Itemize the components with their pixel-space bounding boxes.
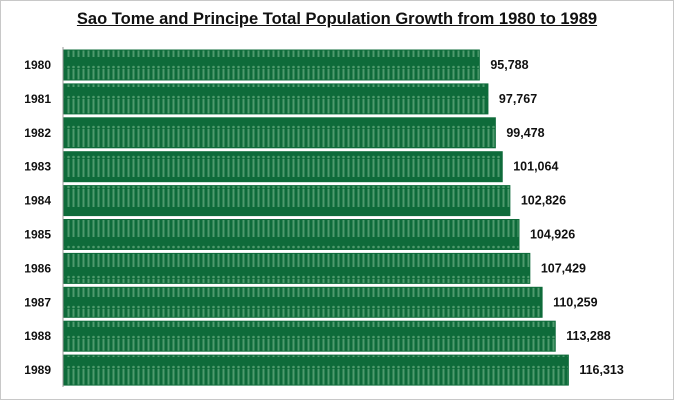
y-tick-label: 1988 [24,329,51,343]
bar-1988 [63,320,556,352]
data-label: 110,259 [553,295,598,309]
y-tick-label: 1987 [24,295,51,309]
bar-1987 [63,286,543,318]
data-label: 97,767 [499,92,537,106]
y-tick-label: 1980 [24,58,51,72]
bar-1983 [63,151,503,183]
y-tick-label: 1989 [24,363,51,377]
bar-1982 [63,117,496,149]
data-label: 95,788 [490,58,528,72]
data-label: 113,288 [566,329,611,343]
data-label: 102,826 [521,194,566,208]
y-tick-label: 1986 [24,261,51,275]
bar-1980 [63,49,480,81]
data-label: 99,478 [506,126,544,140]
chart-title: Sao Tome and Principe Total Population G… [76,10,598,28]
bar-1984 [63,185,511,217]
data-label: 104,926 [530,228,575,242]
bar-1989 [63,354,569,386]
data-label: 101,064 [513,160,558,174]
y-tick-label: 1985 [24,228,51,242]
y-tick-label: 1982 [24,126,51,140]
bar-1981 [63,83,489,115]
bar-1986 [63,252,531,284]
y-tick-label: 1984 [24,194,51,208]
data-label: 107,429 [541,261,586,275]
y-tick-label: 1981 [24,92,51,106]
bar-1985 [63,219,520,250]
data-label: 116,313 [579,363,624,377]
y-tick-label: 1983 [24,160,51,174]
